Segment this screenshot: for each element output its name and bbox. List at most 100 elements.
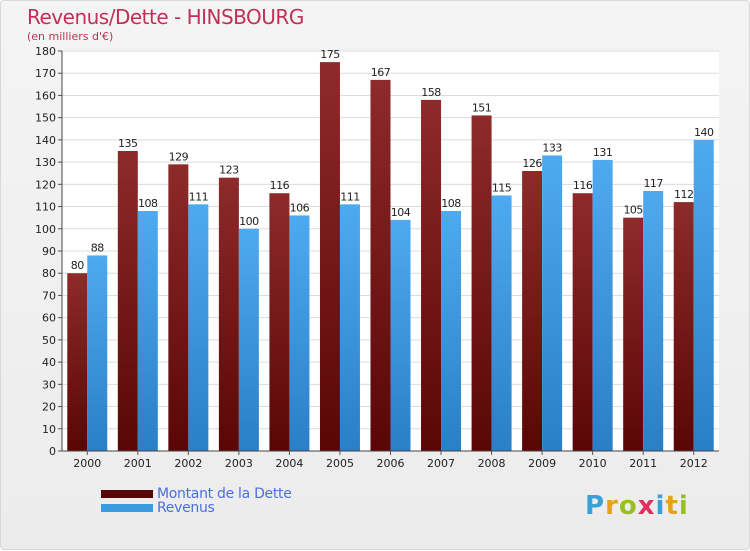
value-label-debt: 116 [270, 179, 290, 192]
y-tick-label: 60 [42, 312, 56, 325]
value-label-revenus: 88 [91, 241, 104, 254]
x-tick-label: 2007 [427, 457, 455, 470]
y-tick-label: 10 [42, 423, 56, 436]
value-label-revenus: 104 [391, 206, 411, 219]
value-label-debt: 175 [320, 48, 340, 61]
logo-letter: i [655, 491, 666, 521]
value-label-revenus: 111 [189, 190, 209, 203]
value-label-debt: 167 [371, 66, 391, 79]
value-label-revenus: 111 [340, 190, 360, 203]
logo-letter: o [618, 491, 638, 521]
y-tick-label: 150 [35, 112, 56, 125]
logo-letter: t [665, 491, 679, 521]
legend-label-revenus: Revenus [157, 500, 215, 516]
bar-revenus [289, 215, 310, 451]
value-label-debt: 123 [219, 164, 239, 177]
bar-debt [168, 164, 189, 452]
value-label-revenus: 117 [643, 177, 663, 190]
logo-letter: P [585, 491, 606, 521]
y-tick-label: 160 [35, 89, 56, 102]
value-label-debt: 126 [522, 157, 542, 170]
chart-subtitle: (en milliers d'€) [27, 30, 114, 43]
bar-revenus [188, 204, 209, 451]
value-label-debt: 80 [71, 259, 84, 272]
value-label-revenus: 100 [239, 215, 259, 228]
bar-debt [117, 151, 138, 451]
bar-debt [319, 62, 340, 451]
bar-debt [522, 171, 543, 451]
bar-revenus [390, 219, 411, 451]
bar-revenus [542, 155, 563, 451]
x-tick-label: 2006 [377, 457, 405, 470]
value-label-debt: 135 [118, 137, 138, 150]
value-label-revenus: 133 [542, 141, 562, 154]
y-tick-label: 100 [35, 223, 56, 236]
proxiti-logo: Proxiti [585, 491, 689, 521]
x-tick-label: 2011 [629, 457, 657, 470]
y-tick-label: 120 [35, 178, 56, 191]
y-tick-label: 130 [35, 156, 56, 169]
x-tick-label: 2008 [478, 457, 506, 470]
x-tick-label: 2004 [275, 457, 303, 470]
y-tick-label: 80 [42, 267, 56, 280]
x-tick-label: 2010 [579, 457, 607, 470]
y-tick-label: 20 [42, 401, 56, 414]
y-tick-label: 140 [35, 134, 56, 147]
x-tick-label: 2005 [326, 457, 354, 470]
bar-revenus [491, 195, 512, 451]
logo-letter: r [605, 491, 619, 521]
value-label-debt: 116 [573, 179, 593, 192]
x-tick-label: 2009 [528, 457, 556, 470]
value-label-debt: 112 [674, 188, 694, 201]
x-tick-label: 2002 [174, 457, 202, 470]
y-tick-label: 0 [49, 445, 56, 458]
x-tick-label: 2000 [73, 457, 101, 470]
value-label-revenus: 108 [138, 197, 158, 210]
logo-letter: x [637, 491, 656, 521]
logo-letter: i [678, 491, 689, 521]
value-label-revenus: 115 [492, 181, 512, 194]
bar-debt [269, 193, 290, 451]
value-label-revenus: 106 [290, 201, 310, 214]
bar-debt [421, 99, 442, 451]
bar-revenus [693, 139, 714, 451]
y-tick-label: 70 [42, 289, 56, 302]
legend-swatch-debt [101, 490, 153, 498]
y-tick-label: 40 [42, 356, 56, 369]
bar-revenus [238, 228, 259, 451]
bar-debt [623, 217, 644, 451]
value-label-revenus: 131 [593, 146, 613, 159]
bar-debt [673, 202, 694, 451]
x-tick-label: 2012 [680, 457, 708, 470]
y-tick-label: 30 [42, 378, 56, 391]
y-tick-label: 50 [42, 334, 56, 347]
y-tick-label: 110 [35, 201, 56, 214]
chart-title: Revenus/Dette - HINSBOURG [27, 5, 304, 29]
value-label-revenus: 108 [441, 197, 461, 210]
value-label-debt: 151 [472, 101, 492, 114]
value-label-debt: 105 [623, 204, 643, 217]
y-tick-label: 170 [35, 67, 56, 80]
y-tick-label: 180 [35, 45, 56, 58]
legend-swatch-revenus [101, 504, 153, 512]
bar-debt [370, 79, 391, 451]
bar-revenus [87, 255, 108, 451]
bar-debt [572, 193, 593, 451]
value-label-debt: 158 [421, 86, 441, 99]
x-tick-label: 2001 [124, 457, 152, 470]
bar-revenus [441, 211, 462, 451]
value-label-revenus: 140 [694, 126, 714, 139]
bar-revenus [137, 211, 158, 451]
y-tick-label: 90 [42, 245, 56, 258]
legend-label-debt: Montant de la Dette [157, 486, 292, 502]
bar-revenus [643, 191, 664, 451]
value-label-debt: 129 [169, 150, 189, 163]
bar-debt [67, 273, 88, 451]
bar-revenus [339, 204, 360, 451]
bar-debt [471, 115, 492, 451]
bar-debt [218, 177, 239, 451]
x-tick-label: 2003 [225, 457, 253, 470]
bar-revenus [592, 159, 613, 451]
